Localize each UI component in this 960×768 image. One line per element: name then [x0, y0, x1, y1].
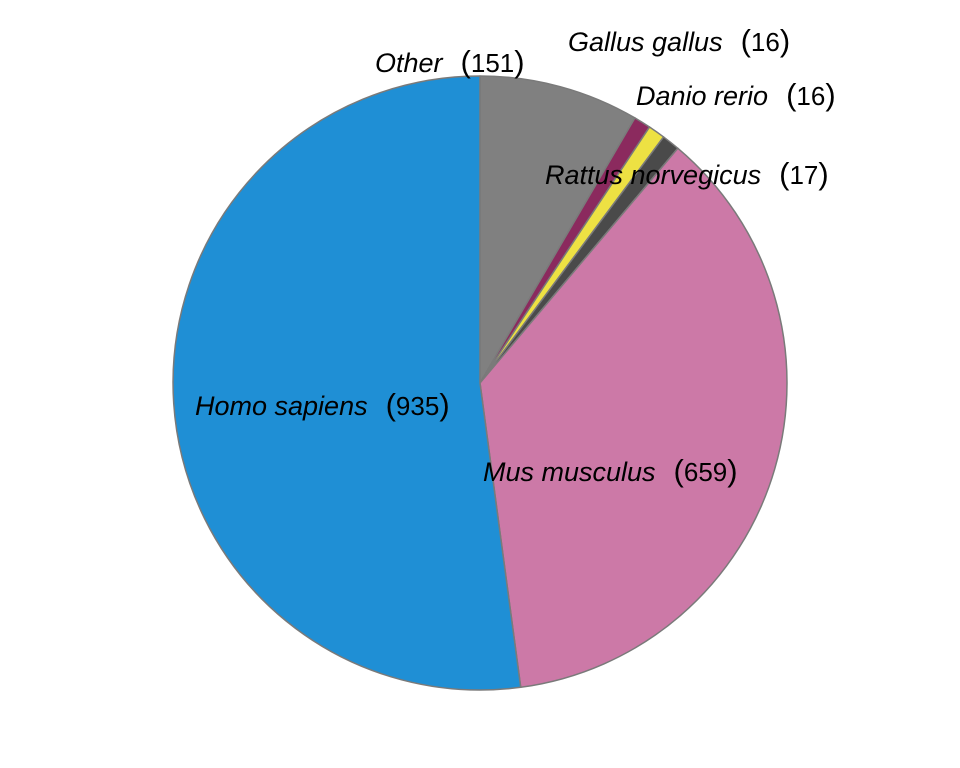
pie-slices — [172, 75, 788, 691]
slice-label-mus-musculus: Mus musculus (659) — [483, 453, 738, 488]
slice-label-name: Danio rerio — [636, 81, 768, 111]
slice-label-name: Rattus norvegicus — [545, 160, 761, 190]
pie-slice-other — [479, 75, 636, 384]
slice-label-count: 659 — [684, 457, 727, 487]
slice-label-name: Mus musculus — [483, 457, 656, 487]
pie-labels: Other (151) Gallus gallus (16) Danio rerio (1… — [195, 23, 836, 488]
slice-label-homo-sapiens: Homo sapiens (935) — [195, 387, 450, 422]
pie-slice-mus-musculus — [479, 147, 788, 689]
slice-label-rattus-norvegicus: Rattus norvegicus (17) — [545, 156, 829, 191]
slice-label-name: Homo sapiens — [195, 391, 368, 421]
slice-label-count: 17 — [789, 160, 818, 190]
slice-label-name: Gallus gallus — [568, 27, 723, 57]
pie-slice-homo-sapiens — [172, 75, 522, 691]
slice-label-name: Other — [375, 48, 444, 78]
slice-label-count: 16 — [796, 81, 825, 111]
slice-label-count: 151 — [471, 48, 514, 78]
slice-label-other: Other (151) — [375, 44, 525, 79]
slice-label-count: 935 — [396, 391, 439, 421]
slice-label-gallus-gallus: Gallus gallus (16) — [568, 23, 790, 58]
slice-label-danio-rerio: Danio rerio (16) — [636, 77, 836, 112]
slice-label-count: 16 — [751, 27, 780, 57]
